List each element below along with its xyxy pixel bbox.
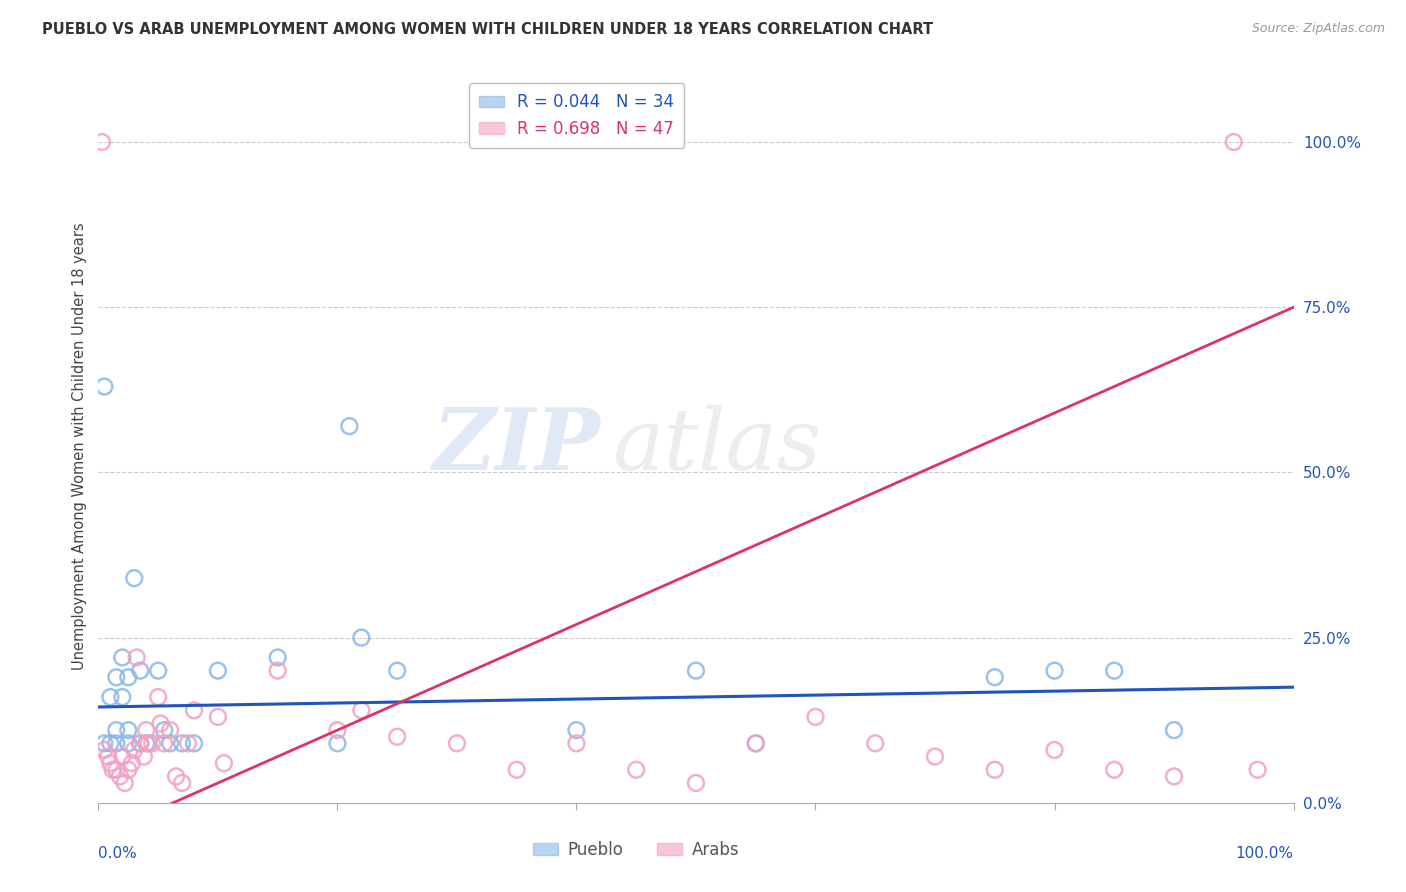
Point [135,723,157,738]
Point [865,736,887,750]
Point [183,703,205,717]
Point [1223,135,1246,149]
Point [1247,763,1270,777]
Point [129,736,152,750]
Point [105,736,128,750]
Point [124,743,146,757]
Point [177,736,200,750]
Point [93,379,115,393]
Point [1163,723,1185,738]
Point [1104,664,1126,678]
Point [149,716,172,731]
Point [132,749,155,764]
Point [111,650,134,665]
Point [326,736,349,750]
Point [446,736,468,750]
Legend: Pueblo, Arabs: Pueblo, Arabs [526,835,747,866]
Point [135,736,157,750]
Text: atlas: atlas [613,405,821,487]
Point [350,703,373,717]
Point [105,670,128,684]
Point [93,743,115,757]
Point [91,135,114,149]
Point [172,776,194,790]
Point [159,736,181,750]
Text: 0.0%: 0.0% [98,846,138,861]
Point [121,756,143,771]
Point [98,756,122,771]
Text: 100.0%: 100.0% [1236,846,1294,861]
Point [685,776,707,790]
Point [565,736,588,750]
Point [111,749,134,764]
Point [207,710,229,724]
Point [924,749,946,764]
Point [745,736,768,750]
Point [98,690,122,704]
Point [385,730,409,744]
Point [117,736,139,750]
Point [172,736,194,750]
Point [159,723,181,738]
Point [339,419,361,434]
Point [138,736,160,750]
Text: PUEBLO VS ARAB UNEMPLOYMENT AMONG WOMEN WITH CHILDREN UNDER 18 YEARS CORRELATION: PUEBLO VS ARAB UNEMPLOYMENT AMONG WOMEN … [42,22,934,37]
Point [125,650,148,665]
Point [117,670,139,684]
Point [108,769,131,783]
Point [111,690,134,704]
Point [105,723,128,738]
Point [117,763,139,777]
Point [350,631,373,645]
Point [141,736,163,750]
Point [385,664,409,678]
Point [129,736,152,750]
Point [745,736,768,750]
Text: Source: ZipAtlas.com: Source: ZipAtlas.com [1251,22,1385,36]
Point [148,690,170,704]
Point [984,670,1007,684]
Text: ZIP: ZIP [433,404,600,488]
Point [117,723,139,738]
Point [129,664,152,678]
Point [804,710,827,724]
Point [93,736,115,750]
Point [148,664,170,678]
Point [153,723,176,738]
Point [1104,763,1126,777]
Point [1043,664,1066,678]
Point [101,763,124,777]
Point [326,723,349,738]
Point [183,736,205,750]
Point [207,664,229,678]
Point [1043,743,1066,757]
Point [685,664,707,678]
Point [1163,769,1185,783]
Point [153,736,176,750]
Point [98,736,122,750]
Point [212,756,235,771]
Point [506,763,529,777]
Point [165,769,187,783]
Point [984,763,1007,777]
Point [114,776,136,790]
Point [97,749,120,764]
Point [105,763,128,777]
Point [626,763,648,777]
Y-axis label: Unemployment Among Women with Children Under 18 years: Unemployment Among Women with Children U… [72,222,87,670]
Point [565,723,588,738]
Point [267,650,290,665]
Point [267,664,290,678]
Point [124,571,146,585]
